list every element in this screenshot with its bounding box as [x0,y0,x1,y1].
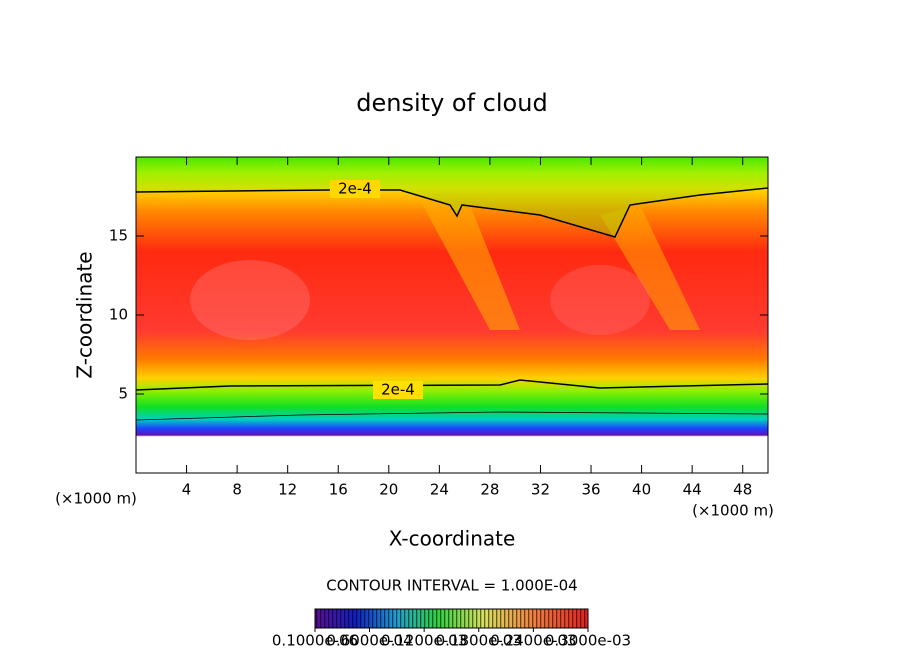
contour-interval: CONTOUR INTERVAL = 1.000E-04 [326,577,577,595]
x-tick-label: 28 [480,481,499,499]
x-tick-label: 32 [531,481,550,499]
colorbar-frame [314,608,589,629]
y-unit: (×1000 m) [55,490,137,508]
x-tick-label: 40 [632,481,651,499]
x-tick-label: 4 [182,481,192,499]
colorbar-tick-label: 0.1200e-03 [381,632,467,650]
x-tick-label: 12 [278,481,297,499]
contour-line [135,411,769,421]
colorbar-tick-label: 0.2400e-03 [490,632,576,650]
x-tick-label: 20 [379,481,398,499]
y-tick-label: 10 [109,306,128,324]
colorbar-tick-label: 0.6000e-04 [326,632,412,650]
x-tick-label: 8 [232,481,242,499]
x-axis-label: X-coordinate [389,527,516,551]
x-tick-label: 36 [581,481,600,499]
x-tick-label: 44 [683,481,702,499]
colorbar-tick-label: 0.1000e-06 [272,632,358,650]
field [136,157,768,473]
contour-label-bg [330,180,380,198]
y-tick-label: 5 [118,385,128,403]
colorbar-tick-label: 0.3000e-03 [545,632,631,650]
y-tick-label: 15 [109,227,128,245]
x-tick-label: 48 [733,481,752,499]
x-tick-label: 16 [329,481,348,499]
contour-line [135,379,769,391]
colorbar-tick-label: 0.1800e-03 [436,632,522,650]
contour-label: 2e-4 [338,180,372,198]
y-axis-label: Z-coordinate [73,251,97,378]
chart-title: density of cloud [356,89,547,117]
contour-label: 2e-4 [381,381,415,399]
x-tick-label: 24 [430,481,449,499]
contour-label-bg [373,381,423,399]
x-unit: (×1000 m) [692,502,774,520]
